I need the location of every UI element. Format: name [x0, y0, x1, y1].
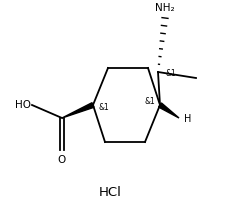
Text: NH₂: NH₂ [155, 3, 175, 13]
Text: O: O [58, 155, 66, 165]
Text: &1: &1 [145, 98, 155, 106]
Polygon shape [159, 103, 179, 118]
Text: HCl: HCl [98, 186, 121, 199]
Text: HO: HO [15, 100, 31, 110]
Text: &1: &1 [165, 69, 176, 78]
Text: &1: &1 [99, 104, 109, 112]
Text: H: H [184, 114, 191, 124]
Polygon shape [62, 103, 94, 118]
